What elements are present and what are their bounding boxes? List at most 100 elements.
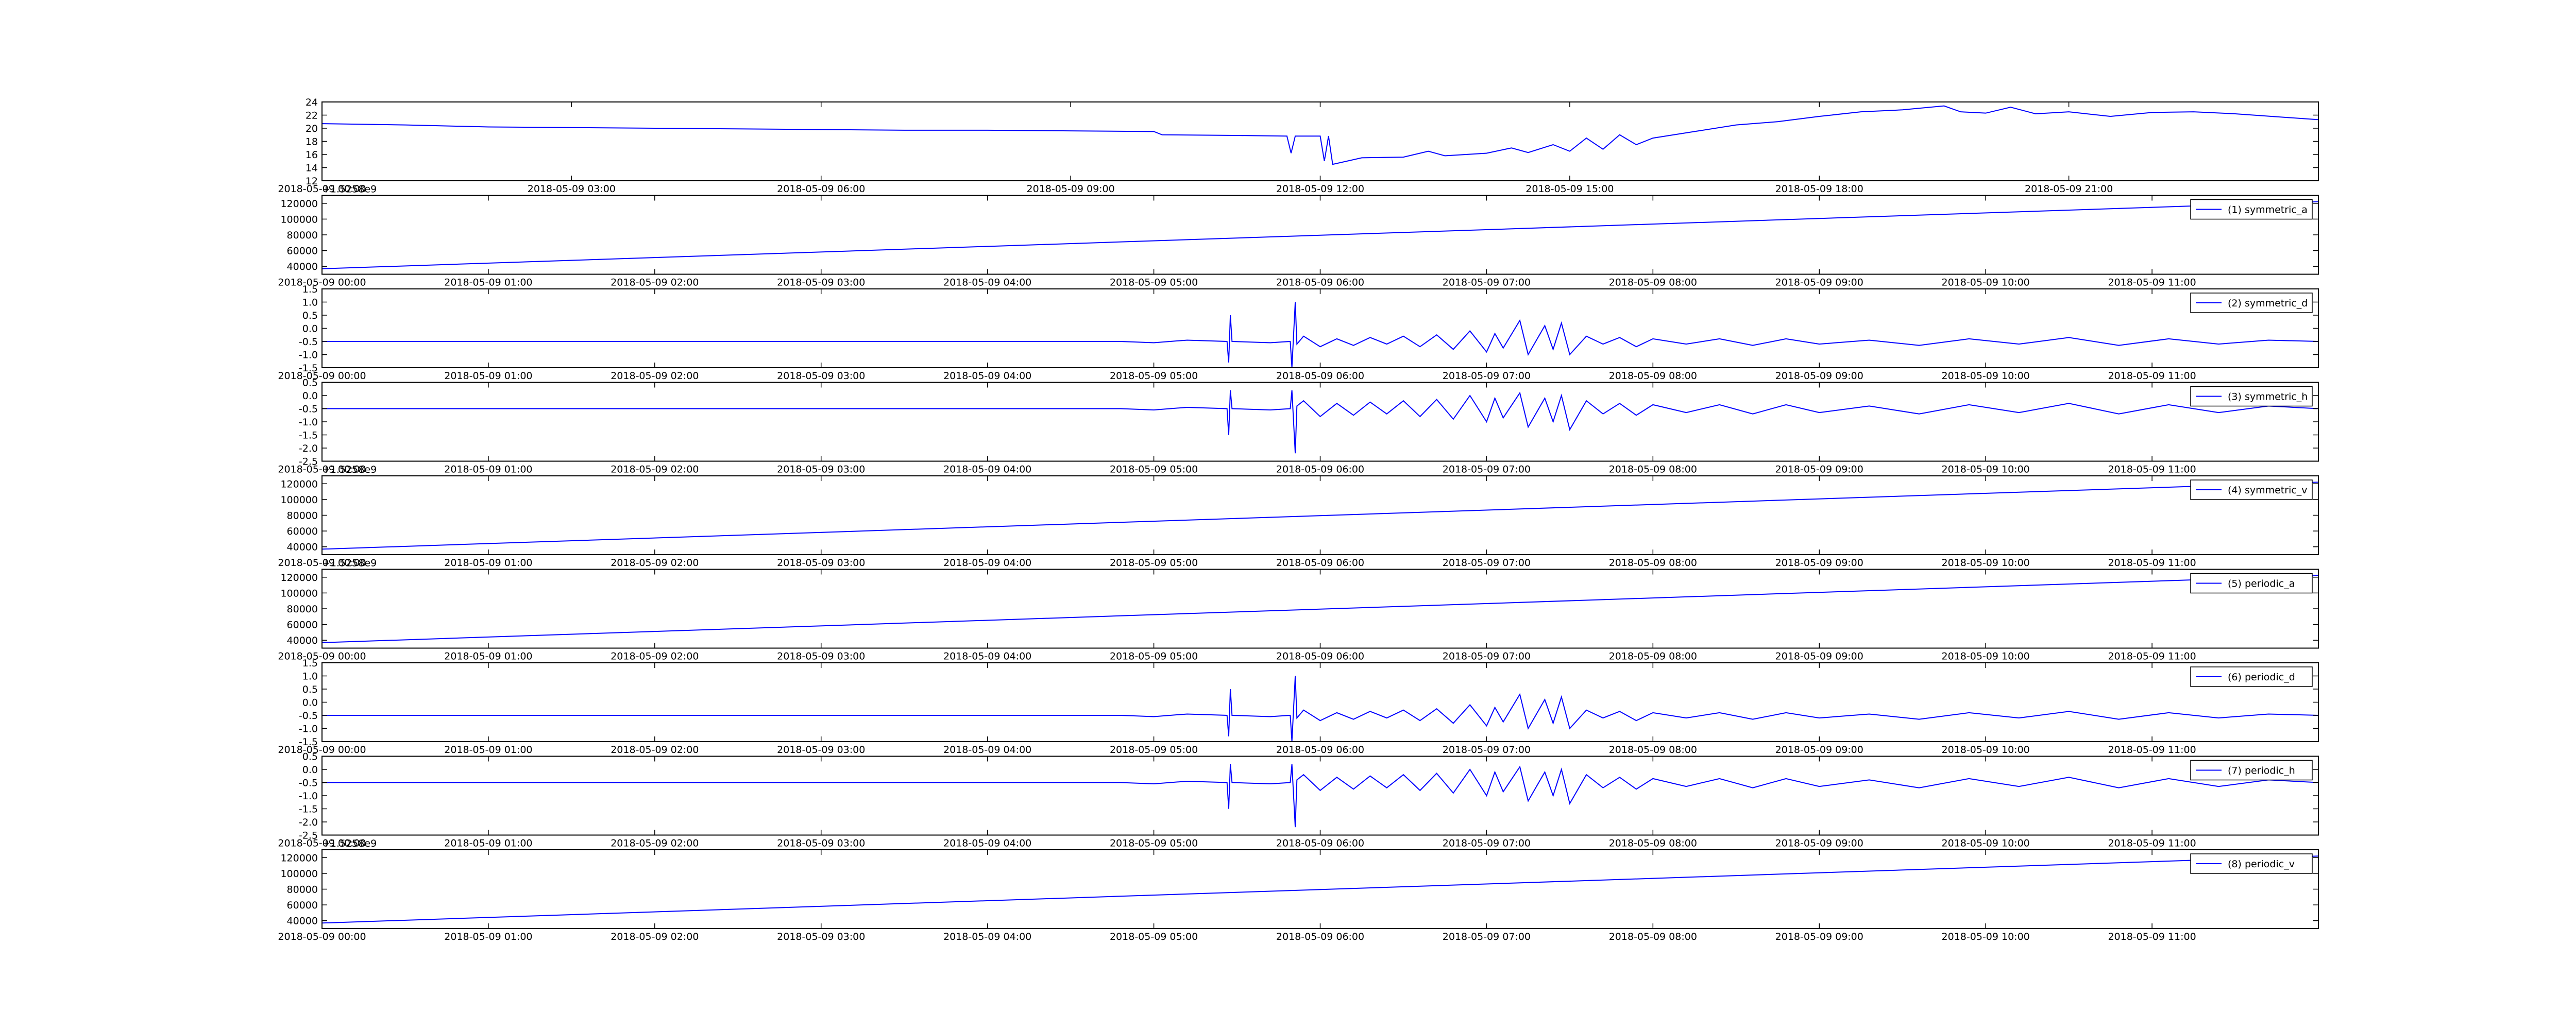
- x-tick-label: 2018-05-09 03:00: [777, 464, 865, 475]
- y-tick-label: -0.5: [299, 778, 318, 789]
- y-tick-label: 0.5: [302, 684, 318, 695]
- legend-label: (7) periodic_h: [2228, 765, 2295, 777]
- x-tick-label: 2018-05-09 10:00: [1942, 277, 2030, 288]
- legend-label: (3) symmetric_h: [2228, 391, 2308, 403]
- data-line: [322, 302, 2318, 368]
- x-tick-label: 2018-05-09 10:00: [1942, 744, 2030, 756]
- y-tick-label: 40000: [287, 261, 318, 272]
- x-tick-label: 2018-05-09 05:00: [1110, 744, 1198, 756]
- y-tick-label: -0.5: [299, 404, 318, 415]
- legend-label: (6) periodic_d: [2228, 672, 2295, 683]
- axes-frame: [321, 101, 2319, 181]
- data-line: [322, 575, 2318, 643]
- y-tick-label: 24: [306, 97, 318, 108]
- x-tick-label: 2018-05-09 00:00: [278, 464, 366, 475]
- axes-frame: [321, 756, 2319, 836]
- x-tick-label: 2018-05-09 06:00: [1276, 838, 1364, 849]
- y-tick-label: -0.5: [299, 336, 318, 348]
- x-tick-label: 2018-05-09 01:00: [444, 557, 532, 569]
- y-tick-label: -1.5: [299, 736, 318, 748]
- x-tick-label: 2018-05-09 06:00: [1276, 744, 1364, 756]
- x-tick-label: 2018-05-09 05:00: [1110, 651, 1198, 662]
- x-tick-label: 2018-05-09 10:00: [1942, 557, 2030, 569]
- x-tick-label: 2018-05-09 00:00: [278, 277, 366, 288]
- x-tick-label: 2018-05-09 11:00: [2108, 651, 2196, 662]
- x-tick-label: 2018-05-09 02:00: [611, 651, 699, 662]
- x-tick-label: 2018-05-09 03:00: [777, 838, 865, 849]
- x-tick-label: 2018-05-09 06:00: [777, 183, 865, 195]
- x-tick-label: 2018-05-09 03:00: [777, 744, 865, 756]
- x-tick-label: 2018-05-09 00:00: [278, 370, 366, 382]
- x-tick-label: 2018-05-09 07:00: [1443, 651, 1531, 662]
- y-tick-label: 0.0: [302, 390, 318, 402]
- x-tick-label: 2018-05-09 11:00: [2108, 370, 2196, 382]
- x-tick-label: 2018-05-09 07:00: [1443, 931, 1531, 942]
- x-tick-label: 2018-05-09 01:00: [444, 651, 532, 662]
- x-tick-label: 2018-05-09 10:00: [1942, 838, 2030, 849]
- y-tick-label: 100000: [280, 214, 318, 225]
- x-tick-label: 2018-05-09 07:00: [1443, 744, 1531, 756]
- y-tick-label: 1.0: [302, 297, 318, 308]
- y-tick-label: 60000: [287, 900, 318, 911]
- x-tick-label: 2018-05-09 01:00: [444, 464, 532, 475]
- x-tick-label: 2018-05-09 18:00: [1775, 183, 1863, 195]
- y-tick-label: 22: [306, 110, 318, 122]
- x-tick-label: 2018-05-09 09:00: [1775, 744, 1863, 756]
- y-tick-label: 80000: [287, 510, 318, 522]
- x-tick-label: 2018-05-09 01:00: [444, 277, 532, 288]
- x-tick-label: 2018-05-09 02:00: [611, 744, 699, 756]
- x-tick-label: 2018-05-09 11:00: [2108, 277, 2196, 288]
- x-tick-label: 2018-05-09 21:00: [2025, 183, 2113, 195]
- y-tick-label: -1.0: [299, 724, 318, 735]
- x-tick-label: 2018-05-09 00:00: [278, 931, 366, 942]
- x-tick-label: 2018-05-09 00:00: [278, 744, 366, 756]
- y-tick-label: 0.5: [302, 751, 318, 763]
- y-tick-label: -1.5: [299, 363, 318, 374]
- data-line: [322, 390, 2318, 454]
- y-tick-label: 1.5: [302, 284, 318, 295]
- y-tick-label: 12: [306, 176, 318, 187]
- x-tick-label: 2018-05-09 02:00: [611, 557, 699, 569]
- axis-offset-label: +1.5258e9: [322, 464, 377, 475]
- x-tick-label: 2018-05-09 09:00: [1775, 370, 1863, 382]
- y-tick-label: -1.0: [299, 350, 318, 361]
- x-tick-label: 2018-05-09 03:00: [777, 557, 865, 569]
- y-tick-label: 0.5: [302, 377, 318, 389]
- axis-offset-label: +1.5258e9: [322, 184, 377, 195]
- y-tick-label: -2.5: [299, 456, 318, 468]
- y-tick-label: 120000: [280, 478, 318, 490]
- x-tick-label: 2018-05-09 09:00: [1775, 931, 1863, 942]
- axes-frame: [321, 382, 2319, 462]
- x-tick-label: 2018-05-09 01:00: [444, 838, 532, 849]
- x-tick-label: 2018-05-09 09:00: [1775, 838, 1863, 849]
- legend-label: (8) periodic_v: [2228, 859, 2295, 870]
- x-tick-label: 2018-05-09 04:00: [943, 370, 1031, 382]
- y-tick-label: 40000: [287, 635, 318, 646]
- y-tick-label: 80000: [287, 230, 318, 241]
- y-tick-label: 0.5: [302, 310, 318, 321]
- x-tick-label: 2018-05-09 06:00: [1276, 557, 1364, 569]
- x-tick-label: 2018-05-09 02:00: [611, 277, 699, 288]
- y-tick-label: 60000: [287, 620, 318, 631]
- y-tick-label: 16: [306, 149, 318, 161]
- y-tick-label: 0.0: [302, 764, 318, 776]
- data-line: [322, 676, 2318, 742]
- axis-offset-label: +1.5258e9: [322, 558, 377, 569]
- x-tick-label: 2018-05-09 09:00: [1775, 464, 1863, 475]
- x-tick-label: 2018-05-09 04:00: [943, 277, 1031, 288]
- x-tick-label: 2018-05-09 00:00: [278, 557, 366, 569]
- legend-label: (2) symmetric_d: [2228, 298, 2308, 309]
- x-tick-label: 2018-05-09 00:00: [278, 651, 366, 662]
- x-tick-label: 2018-05-09 06:00: [1276, 370, 1364, 382]
- x-tick-label: 2018-05-09 01:00: [444, 744, 532, 756]
- x-tick-label: 2018-05-09 08:00: [1609, 744, 1697, 756]
- x-tick-label: 2018-05-09 06:00: [1276, 931, 1364, 942]
- x-tick-label: 2018-05-09 03:00: [777, 370, 865, 382]
- x-tick-label: 2018-05-09 08:00: [1609, 838, 1697, 849]
- x-tick-label: 2018-05-09 08:00: [1609, 651, 1697, 662]
- y-tick-label: 14: [306, 163, 318, 174]
- data-line: [322, 201, 2318, 269]
- y-tick-label: 1.5: [302, 658, 318, 669]
- x-tick-label: 2018-05-09 10:00: [1942, 931, 2030, 942]
- y-tick-label: 18: [306, 136, 318, 148]
